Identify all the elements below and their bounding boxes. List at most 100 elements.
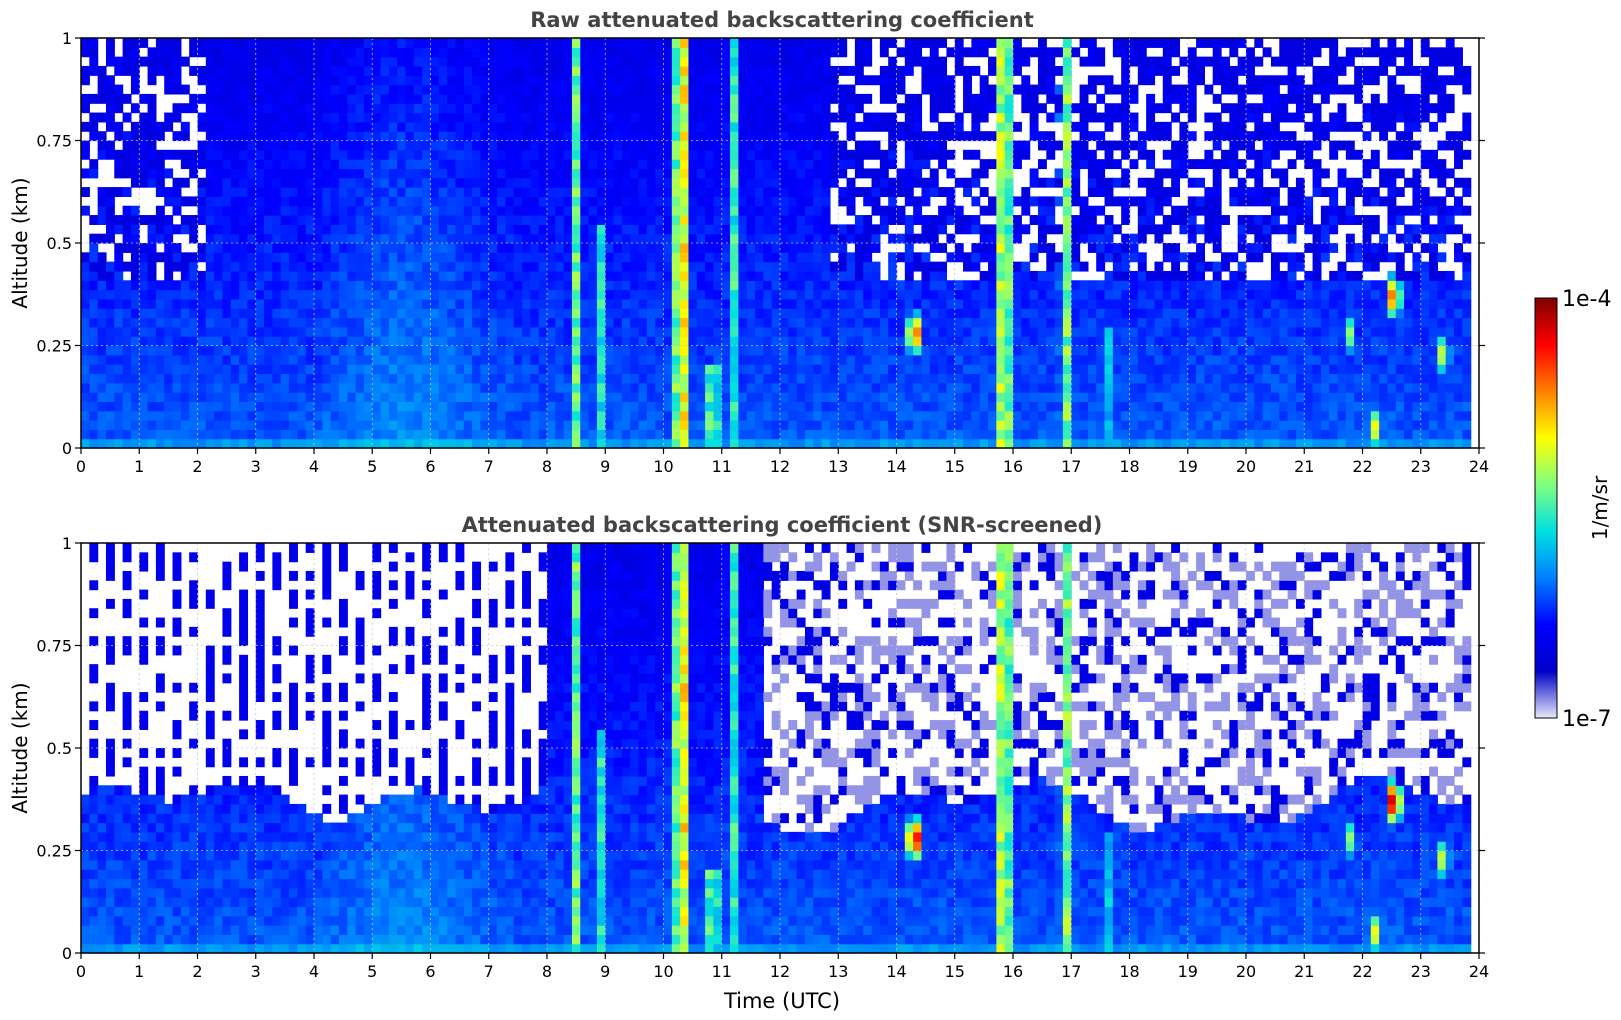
heatmap-cell (422, 317, 432, 328)
heatmap-cell (730, 382, 739, 393)
heatmap-cell (746, 233, 756, 244)
heatmap-cell (214, 196, 224, 207)
heatmap-cell (189, 270, 199, 281)
heatmap-cell (571, 140, 581, 151)
heatmap-cell (547, 308, 556, 319)
heatmap-cell (996, 373, 1006, 384)
heatmap-cell (114, 103, 124, 114)
heatmap-cell (405, 233, 415, 244)
heatmap-cell (788, 112, 798, 123)
heatmap-cell (164, 112, 174, 123)
heatmap-cell (180, 261, 190, 272)
heatmap-cell (322, 131, 332, 142)
heatmap-cell (89, 168, 99, 179)
heatmap-cell (871, 140, 881, 151)
heatmap-cell (497, 159, 506, 170)
heatmap-cell (305, 392, 315, 403)
heatmap-cell (571, 429, 581, 440)
heatmap-cell (330, 392, 340, 403)
heatmap-cell (530, 196, 540, 207)
heatmap-cell (1021, 149, 1031, 160)
heatmap-cell (438, 38, 448, 48)
heatmap-cell (730, 410, 739, 421)
heatmap-cell (89, 345, 99, 356)
heatmap-cell (788, 84, 798, 95)
heatmap-cell (355, 205, 365, 216)
heatmap-cell (230, 289, 240, 300)
heatmap-cell (821, 261, 831, 272)
heatmap-cell (854, 187, 864, 198)
heatmap-cell (355, 373, 365, 384)
heatmap-cell (821, 233, 831, 244)
heatmap-cell (205, 420, 215, 430)
heatmap-cell (447, 149, 457, 160)
heatmap-cell (838, 84, 848, 95)
heatmap-cell (730, 289, 739, 300)
heatmap-cell (513, 159, 523, 170)
heatmap-cell (289, 345, 298, 356)
heatmap-cell (1054, 289, 1064, 300)
heatmap-cell (405, 345, 415, 356)
heatmap-cell (114, 270, 124, 281)
heatmap-cell (804, 326, 814, 337)
heatmap-cell (405, 112, 415, 123)
heatmap-cell (130, 205, 140, 216)
heatmap-cell (771, 215, 781, 225)
heatmap-cell (630, 131, 640, 142)
heatmap-cell (214, 243, 224, 253)
heatmap-cell (1037, 65, 1047, 76)
heatmap-cell (430, 131, 440, 142)
heatmap-cell (1087, 326, 1097, 337)
heatmap-cell (946, 121, 956, 132)
heatmap-cell (480, 420, 490, 430)
heatmap-cell (1004, 205, 1014, 216)
heatmap-cell (105, 261, 115, 272)
heatmap-cell (963, 65, 972, 76)
heatmap-cell (829, 140, 839, 151)
heatmap-cell (721, 205, 731, 216)
heatmap-cell (788, 215, 798, 225)
heatmap-cell (904, 364, 914, 375)
heatmap-cell (1013, 140, 1022, 151)
heatmap-cell (1046, 75, 1056, 86)
heatmap-cell (547, 131, 556, 142)
heatmap-cell (721, 354, 731, 365)
heatmap-cell (488, 168, 498, 179)
heatmap-cell (472, 401, 482, 412)
heatmap-cell (1087, 233, 1097, 244)
heatmap-cell (297, 224, 307, 235)
heatmap-cell (896, 382, 906, 393)
heatmap-cell (388, 410, 398, 421)
heatmap-cell (380, 47, 390, 58)
heatmap-cell (239, 336, 249, 347)
heatmap-cell (205, 308, 215, 319)
heatmap-cell (155, 401, 165, 412)
heatmap-cell (705, 392, 715, 403)
heatmap-cell (1087, 177, 1097, 188)
heatmap-cell (879, 373, 889, 384)
heatmap-cell (788, 326, 798, 337)
heatmap-cell (264, 392, 273, 403)
heatmap-cell (438, 261, 448, 272)
heatmap-cell (338, 65, 348, 76)
heatmap-cell (122, 224, 132, 235)
heatmap-cell (413, 112, 423, 123)
heatmap-cell (197, 298, 207, 309)
heatmap-cell (380, 326, 390, 337)
heatmap-cell (372, 298, 382, 309)
heatmap-cell (1046, 131, 1056, 142)
heatmap-cell (239, 65, 249, 76)
heatmap-cell (563, 373, 573, 384)
heatmap-cell (488, 364, 498, 375)
heatmap-cell (929, 215, 939, 225)
heatmap-cell (663, 84, 673, 95)
heatmap-cell (696, 289, 706, 300)
heatmap-cell (730, 261, 739, 272)
heatmap-cell (155, 420, 165, 430)
heatmap-cell (305, 336, 315, 347)
heatmap-cell (180, 131, 190, 142)
heatmap-cell (1037, 270, 1047, 281)
heatmap-cell (788, 65, 798, 76)
heatmap-cell (1079, 84, 1089, 95)
heatmap-cell (971, 382, 981, 393)
